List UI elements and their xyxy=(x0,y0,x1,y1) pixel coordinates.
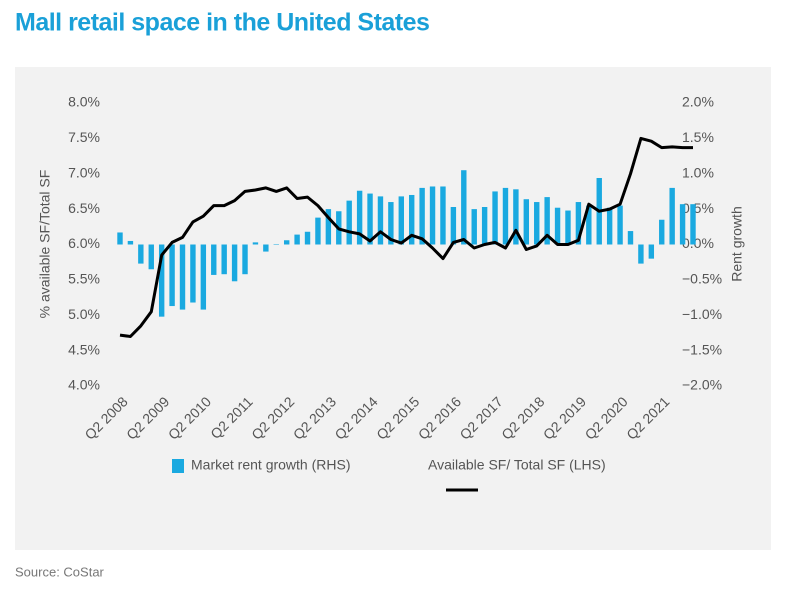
y2-axis-title: Rent growth xyxy=(729,206,745,281)
y-tick-label: 5.5% xyxy=(68,271,100,287)
bar xyxy=(190,244,196,303)
y2-tick-label: 0.0% xyxy=(682,235,714,251)
bar xyxy=(388,202,394,245)
bar xyxy=(346,200,352,245)
bar xyxy=(211,244,217,275)
bar xyxy=(429,186,436,245)
bar xyxy=(575,202,582,245)
y-tick-label: 7.0% xyxy=(68,164,100,180)
chart-title: Mall retail space in the United States xyxy=(15,9,429,37)
bar xyxy=(471,209,477,245)
legend-swatch xyxy=(172,459,184,473)
bar xyxy=(158,244,165,317)
bar xyxy=(440,186,446,245)
y-tick-label: 4.5% xyxy=(68,341,100,357)
bar xyxy=(679,204,686,245)
bar xyxy=(554,207,561,245)
bar xyxy=(242,244,248,275)
bar xyxy=(523,199,530,245)
y-tick-label: 4.0% xyxy=(68,377,100,393)
bar xyxy=(492,191,498,245)
y2-tick-label: 1.5% xyxy=(682,129,714,145)
line-series xyxy=(119,136,693,338)
legend-label: Market rent growth (RHS) xyxy=(191,457,350,473)
bar xyxy=(127,240,134,245)
y2-tick-label: −1.0% xyxy=(682,306,722,322)
chart-panel xyxy=(15,67,771,550)
bar xyxy=(544,197,550,245)
bar xyxy=(398,196,404,245)
bar xyxy=(586,205,592,245)
bar xyxy=(648,244,655,259)
bar xyxy=(534,202,540,245)
legend-label: Available SF/ Total SF (LHS) xyxy=(428,457,606,473)
bar xyxy=(659,219,665,245)
y2-tick-label: 1.0% xyxy=(682,164,714,180)
bar xyxy=(513,189,519,245)
bar xyxy=(461,170,467,245)
source-note: Source: CoStar xyxy=(15,564,105,579)
bar xyxy=(481,207,488,245)
bar xyxy=(221,244,227,275)
bar xyxy=(367,193,373,245)
y2-tick-label: −2.0% xyxy=(682,377,722,393)
y-tick-label: 8.0% xyxy=(68,94,100,110)
bar xyxy=(669,187,675,245)
bar xyxy=(231,244,238,282)
bar xyxy=(409,194,415,245)
bar xyxy=(315,217,321,245)
y-tick-label: 6.0% xyxy=(68,235,100,251)
bar xyxy=(283,240,290,245)
bar xyxy=(617,205,623,245)
y2-tick-label: −0.5% xyxy=(682,271,722,287)
bar xyxy=(252,242,259,245)
bar xyxy=(377,196,384,245)
bar xyxy=(450,207,457,245)
y2-tick-label: 2.0% xyxy=(682,94,714,110)
bar xyxy=(606,207,613,245)
bar xyxy=(148,244,154,270)
y-axis-title: % available SF/Total SF xyxy=(37,170,53,319)
bar xyxy=(138,244,144,264)
bar xyxy=(356,190,363,245)
bar xyxy=(200,244,207,310)
bar xyxy=(565,210,571,245)
bar xyxy=(273,244,279,245)
bar xyxy=(169,244,175,307)
bar xyxy=(179,244,186,310)
y-tick-label: 6.5% xyxy=(68,200,100,216)
bar xyxy=(325,209,332,245)
bar xyxy=(294,234,300,245)
bar xyxy=(690,204,696,245)
bar xyxy=(627,231,634,245)
bar xyxy=(638,244,644,264)
y2-tick-label: −1.5% xyxy=(682,341,722,357)
bar xyxy=(419,187,425,245)
bar xyxy=(117,232,123,245)
y-tick-label: 5.0% xyxy=(68,306,100,322)
bar xyxy=(502,187,509,245)
bar xyxy=(304,231,311,245)
bar xyxy=(263,244,269,252)
y2-tick-label: 0.5% xyxy=(682,200,714,216)
y-tick-label: 7.5% xyxy=(68,129,100,145)
